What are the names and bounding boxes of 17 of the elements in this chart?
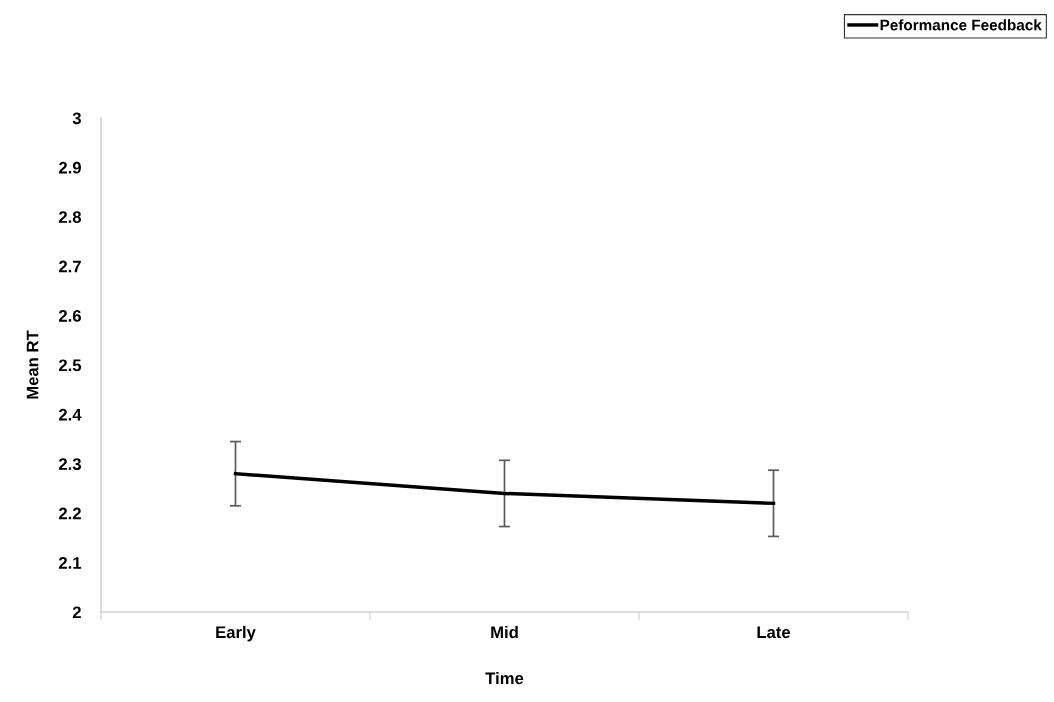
- y-tick-label: 2.5: [58, 359, 82, 372]
- x-tick-label: Early: [216, 625, 256, 642]
- y-tick-label: 2.9: [58, 161, 81, 174]
- y-tick-label: 2.8: [58, 211, 82, 223]
- y-tick-label: 2.1: [58, 557, 82, 569]
- y-tick-label: 2.3: [58, 458, 81, 471]
- y-tick-label: 3: [72, 112, 81, 125]
- legend-label: Peformance Feedback: [880, 19, 1042, 31]
- y-axis-title: Mean RT: [26, 330, 39, 399]
- x-axis-title: Time: [485, 671, 524, 685]
- y-tick-label: 2.2: [58, 507, 81, 520]
- y-tick-label: 2.7: [58, 260, 81, 273]
- y-tick-label: 2.6: [58, 310, 81, 322]
- x-tick-label: Late: [757, 626, 791, 639]
- x-tick-label: Mid: [491, 625, 518, 639]
- y-tick-label: 2: [72, 606, 81, 619]
- y-tick-label: 2.4: [58, 408, 82, 421]
